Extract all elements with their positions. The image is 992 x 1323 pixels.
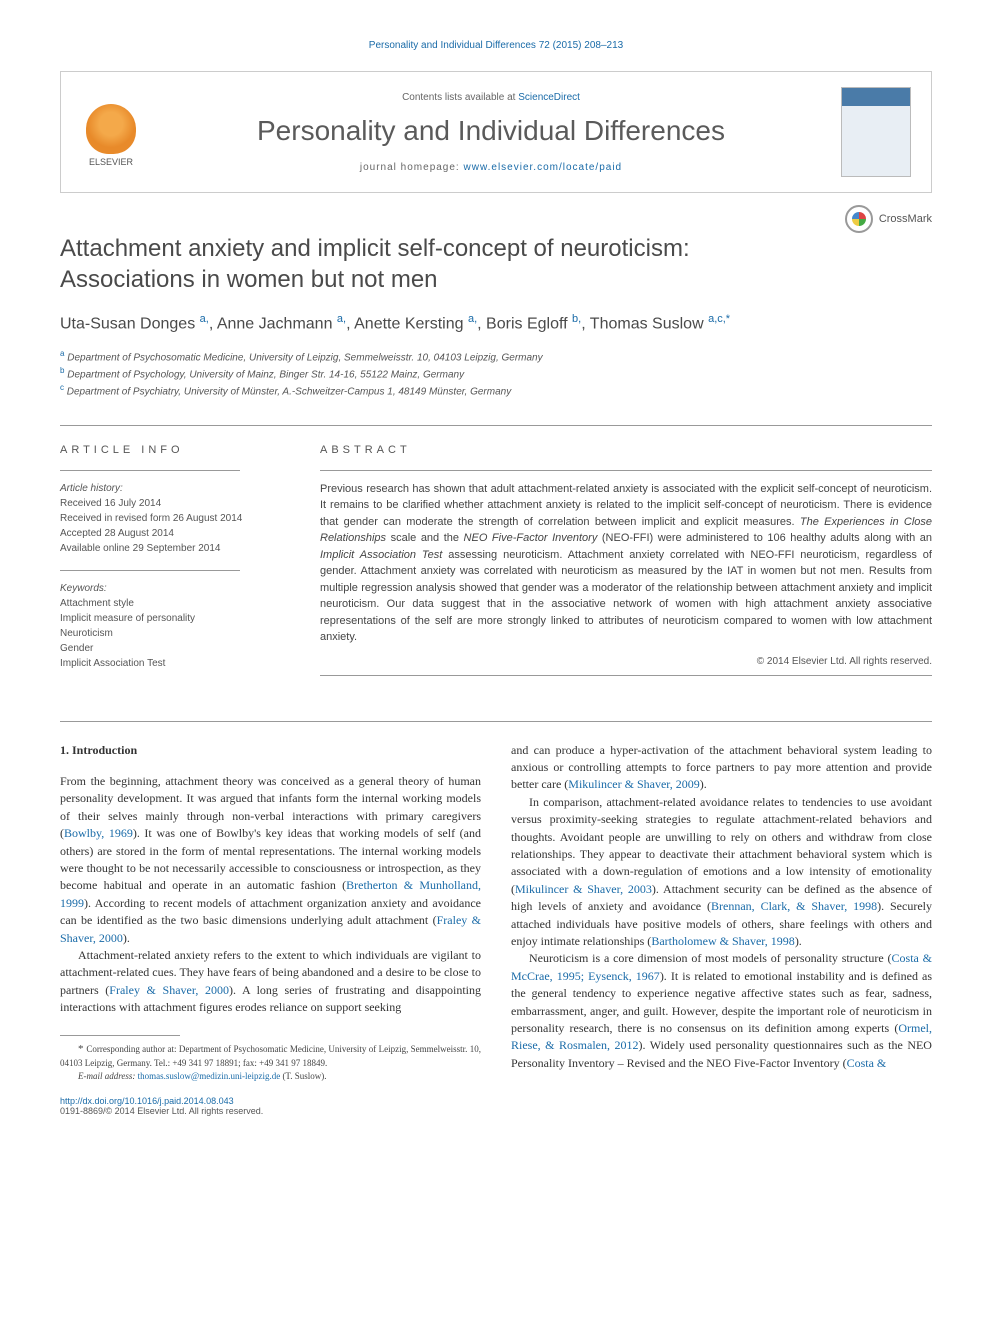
- issn-line: 0191-8869/© 2014 Elsevier Ltd. All right…: [60, 1106, 263, 1116]
- info-abstract-row: ARTICLE INFO Article history: Received 1…: [60, 425, 932, 686]
- journal-cover-thumbnail: [841, 87, 911, 177]
- copyright-line: © 2014 Elsevier Ltd. All rights reserved…: [320, 656, 932, 667]
- history-label: Article history:: [60, 481, 280, 496]
- keyword-item: Neuroticism: [60, 626, 280, 641]
- homepage-prefix: journal homepage:: [360, 162, 464, 173]
- intro-para-2: Attachment-related anxiety refers to the…: [60, 947, 481, 1017]
- abstract-divider-bottom: [320, 675, 932, 676]
- homepage-link[interactable]: www.elsevier.com/locate/paid: [464, 162, 623, 173]
- keywords-label: Keywords:: [60, 581, 280, 596]
- intro-para-4: Neuroticism is a core dimension of most …: [511, 950, 932, 1072]
- history-received: Received 16 July 2014: [60, 496, 280, 511]
- sciencedirect-link[interactable]: ScienceDirect: [518, 92, 580, 103]
- abstract-divider-top: [320, 470, 932, 471]
- footnote-separator: [60, 1035, 180, 1036]
- masthead-center: Contents lists available at ScienceDirec…: [161, 92, 821, 173]
- keywords-block: Keywords: Attachment styleImplicit measu…: [60, 581, 280, 671]
- email-suffix: (T. Suslow).: [280, 1071, 326, 1081]
- crossmark-badge[interactable]: CrossMark: [845, 205, 932, 233]
- email-link[interactable]: thomas.suslow@medizin.uni-leipzig.de: [138, 1071, 281, 1081]
- doi-link[interactable]: http://dx.doi.org/10.1016/j.paid.2014.08…: [60, 1096, 234, 1106]
- masthead: ELSEVIER Contents lists available at Sci…: [60, 71, 932, 193]
- keyword-item: Attachment style: [60, 596, 280, 611]
- abstract-text: Previous research has shown that adult a…: [320, 481, 932, 646]
- intro-heading: 1. Introduction: [60, 742, 481, 759]
- text-run: ).: [700, 777, 707, 791]
- contents-prefix: Contents lists available at: [402, 92, 518, 103]
- intro-para-3: In comparison, attachment-related avoida…: [511, 794, 932, 951]
- intro-para-1: From the beginning, attachment theory wa…: [60, 773, 481, 947]
- info-divider-1: [60, 470, 240, 471]
- article-history: Article history: Received 16 July 2014 R…: [60, 481, 280, 556]
- article-info: ARTICLE INFO Article history: Received 1…: [60, 444, 280, 686]
- ref-brennan-1998[interactable]: Brennan, Clark, & Shaver, 1998: [711, 899, 877, 913]
- affiliations: a Department of Psychosomatic Medicine, …: [60, 348, 932, 400]
- text-run: In comparison, attachment-related avoida…: [511, 795, 932, 896]
- journal-name: Personality and Individual Differences: [161, 115, 821, 147]
- intro-para-2-cont: and can produce a hyper-activation of th…: [511, 742, 932, 794]
- history-online: Available online 29 September 2014: [60, 541, 280, 556]
- citation-header: Personality and Individual Differences 7…: [60, 40, 932, 51]
- text-run: ).: [123, 931, 130, 945]
- page-container: Personality and Individual Differences 7…: [0, 0, 992, 1156]
- ref-mikulincer-2003[interactable]: Mikulincer & Shaver, 2003: [515, 882, 652, 896]
- ref-costa-cont[interactable]: Costa &: [847, 1056, 887, 1070]
- crossmark-icon: [845, 205, 873, 233]
- elsevier-label: ELSEVIER: [89, 157, 133, 167]
- contents-line: Contents lists available at ScienceDirec…: [161, 92, 821, 103]
- elsevier-tree-icon: [86, 104, 136, 154]
- ref-bartholomew-1998[interactable]: Bartholomew & Shaver, 1998: [651, 934, 795, 948]
- ref-mikulincer-2009[interactable]: Mikulincer & Shaver, 2009: [568, 777, 700, 791]
- corresponding-author-footnote: * Corresponding author at: Department of…: [60, 1042, 481, 1070]
- article-title: Attachment anxiety and implicit self-con…: [60, 233, 810, 295]
- elsevier-logo: ELSEVIER: [81, 97, 141, 167]
- page-footer: http://dx.doi.org/10.1016/j.paid.2014.08…: [60, 1096, 932, 1116]
- crossmark-label: CrossMark: [879, 213, 932, 225]
- article-info-label: ARTICLE INFO: [60, 444, 280, 456]
- info-divider-2: [60, 570, 240, 571]
- text-run: ). According to recent models of attachm…: [60, 896, 481, 927]
- history-accepted: Accepted 28 August 2014: [60, 526, 280, 541]
- keyword-item: Implicit Association Test: [60, 656, 280, 671]
- keyword-item: Implicit measure of personality: [60, 611, 280, 626]
- history-revised: Received in revised form 26 August 2014: [60, 511, 280, 526]
- abstract-label: ABSTRACT: [320, 444, 932, 456]
- footnote-text: Corresponding author at: Department of P…: [60, 1044, 481, 1068]
- email-footnote: E-mail address: thomas.suslow@medizin.un…: [60, 1070, 481, 1083]
- column-right: and can produce a hyper-activation of th…: [511, 742, 932, 1082]
- homepage-line: journal homepage: www.elsevier.com/locat…: [161, 162, 821, 173]
- body-columns: 1. Introduction From the beginning, atta…: [60, 721, 932, 1082]
- text-run: ).: [795, 934, 802, 948]
- authors-line: Uta-Susan Donges a,, Anne Jachmann a,, A…: [60, 313, 932, 333]
- text-run: Neuroticism is a core dimension of most …: [529, 951, 892, 965]
- keyword-item: Gender: [60, 641, 280, 656]
- ref-fraley-2000b[interactable]: Fraley & Shaver, 2000: [109, 983, 229, 997]
- abstract: ABSTRACT Previous research has shown tha…: [320, 444, 932, 686]
- column-left: 1. Introduction From the beginning, atta…: [60, 742, 481, 1082]
- ref-bowlby-1969[interactable]: Bowlby, 1969: [64, 826, 133, 840]
- email-label: E-mail address:: [78, 1071, 138, 1081]
- cover-header-bar: [842, 88, 910, 106]
